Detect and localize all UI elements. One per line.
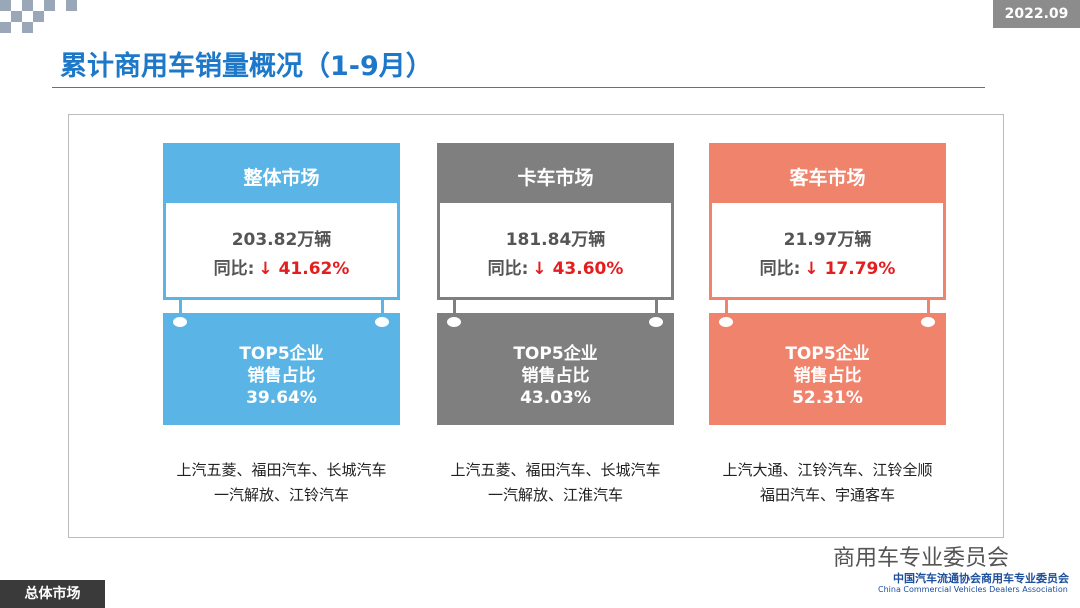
hole <box>649 317 663 327</box>
yoy: ↓ 41.62% <box>258 259 350 279</box>
section-tag: 总体市场 <box>0 580 105 608</box>
card-title: 卡车市场 <box>437 143 674 200</box>
panel <box>68 114 1004 538</box>
rule <box>52 87 985 88</box>
yoy: ↓ 43.60% <box>532 259 624 279</box>
top5-share: 52.31% <box>792 388 863 408</box>
connector <box>381 297 384 315</box>
card-stats: 203.82万辆同比: ↓ 41.62% <box>163 200 400 300</box>
connector <box>725 297 728 315</box>
connector <box>453 297 456 315</box>
org-en: China Commercial Vehicles Dealers Associ… <box>878 585 1068 594</box>
volume: 181.84万辆 <box>505 230 606 250</box>
yoy-label: 同比: <box>487 259 529 279</box>
company-line: 上汽大通、江铃汽车、江铃全顺 <box>722 461 933 479</box>
company-line: 上汽五菱、福田汽车、长城汽车 <box>176 461 387 479</box>
connector <box>655 297 658 315</box>
org-cn: 中国汽车流通协会商用车专业委员会 <box>893 572 1069 585</box>
hole <box>173 317 187 327</box>
card-title: 整体市场 <box>163 143 400 200</box>
market-card: 整体市场 203.82万辆 同比: ↓ 41.62% TOP5企业 销售占比 39.64% 上… <box>163 143 400 504</box>
market-card: 卡车市场 181.84万辆 同比: ↓ 43.60% TOP5企业 销售占比 43.03% 上… <box>437 143 674 504</box>
hole <box>921 317 935 327</box>
top5-line: TOP5企业 <box>785 344 870 364</box>
hole <box>719 317 733 327</box>
top5-line: 销售占比 <box>793 366 862 386</box>
card-title: 客车市场 <box>709 143 946 200</box>
card-stats: 181.84万辆同比: ↓ 43.60% <box>437 200 674 300</box>
decor <box>33 11 44 22</box>
card-stats: 21.97万辆同比: ↓ 17.79% <box>709 200 946 300</box>
company-line: 福田汽车、宇通客车 <box>759 486 895 504</box>
top5-line: 销售占比 <box>247 366 316 386</box>
yoy-row: 同比: ↓ 41.62% <box>166 254 397 279</box>
decor <box>44 0 55 11</box>
top5-line: TOP5企业 <box>513 344 598 364</box>
decor <box>66 0 77 11</box>
connector <box>179 297 182 315</box>
companies: 上汽五菱、福田汽车、长城汽车 一汽解放、江铃汽车 <box>143 458 420 508</box>
date: 2022.09 <box>993 0 1080 28</box>
hole <box>447 317 461 327</box>
companies: 上汽五菱、福田汽车、长城汽车 一汽解放、江淮汽车 <box>417 458 694 508</box>
top5-box: TOP5企业 销售占比 43.03% <box>437 313 674 425</box>
decor <box>11 11 22 22</box>
yoy: ↓ 17.79% <box>804 259 896 279</box>
top5-share: 39.64% <box>246 388 317 408</box>
top5-share: 43.03% <box>520 388 591 408</box>
yoy-row: 同比: ↓ 43.60% <box>440 254 671 279</box>
top5-line: TOP5企业 <box>239 344 324 364</box>
title: 累计商用车销量概况（1-9月） <box>60 51 433 82</box>
volume: 203.82万辆 <box>231 230 332 250</box>
market-card: 客车市场 21.97万辆 同比: ↓ 17.79% TOP5企业 销售占比 52.31% 上汽… <box>709 143 946 504</box>
decor <box>0 22 11 33</box>
yoy-label: 同比: <box>759 259 801 279</box>
connector <box>927 297 930 315</box>
decor <box>22 22 33 33</box>
decor <box>22 0 33 11</box>
companies: 上汽大通、江铃汽车、江铃全顺 福田汽车、宇通客车 <box>689 458 966 508</box>
yoy-row: 同比: ↓ 17.79% <box>712 254 943 279</box>
top5-box: TOP5企业 销售占比 39.64% <box>163 313 400 425</box>
yoy-label: 同比: <box>213 259 255 279</box>
volume: 21.97万辆 <box>783 230 872 250</box>
hole <box>375 317 389 327</box>
watermark: 商用车专业委员会 <box>833 546 1010 571</box>
company-line: 一汽解放、江铃汽车 <box>213 486 349 504</box>
company-line: 一汽解放、江淮汽车 <box>487 486 623 504</box>
top5-line: 销售占比 <box>521 366 590 386</box>
decor <box>0 0 11 11</box>
company-line: 上汽五菱、福田汽车、长城汽车 <box>450 461 661 479</box>
top5-box: TOP5企业 销售占比 52.31% <box>709 313 946 425</box>
